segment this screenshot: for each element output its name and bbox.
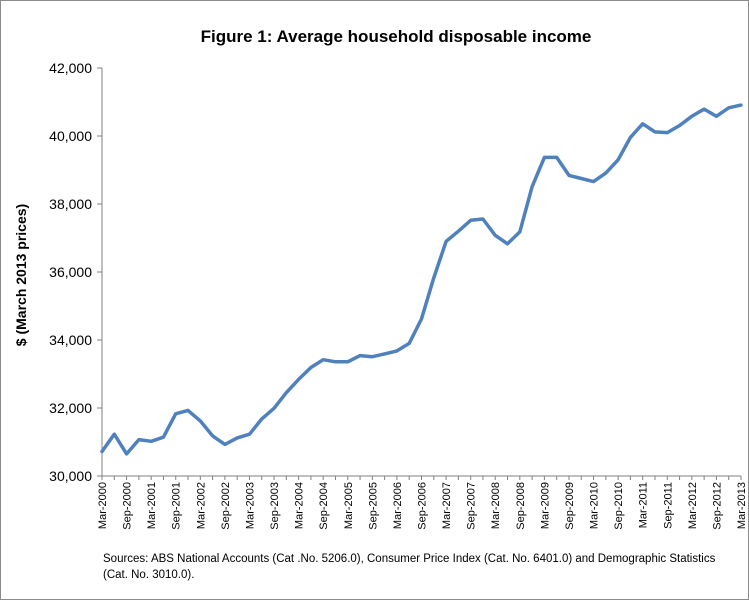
y-tick-label: 38,000: [49, 196, 92, 212]
series-group: [100, 103, 743, 456]
y-tick-labels: 30,000 32,000 34,000 36,000 38,000 40,000 42,0…: [49, 60, 92, 484]
y-tick-label: 30,000: [49, 468, 92, 484]
x-tick-label: Mar-2010: [589, 482, 601, 529]
y-tick-label: 42,000: [49, 60, 92, 76]
x-tick-label: Mar-2002: [195, 482, 207, 529]
x-tick-label: Sep-2008: [515, 482, 527, 530]
x-tick-label: Mar-2008: [490, 482, 502, 529]
x-tick-label: Sep-2000: [122, 482, 134, 530]
x-tick-label: Mar-2004: [294, 482, 306, 529]
x-tick-label: Mar-2003: [244, 482, 256, 529]
x-tick-label: Sep-2003: [269, 482, 281, 530]
x-tick-labels: Mar-2000 Sep-2000 Mar-2001 Sep-2001 Mar-2002…: [97, 482, 748, 530]
x-tick-label: Sep-2006: [417, 482, 429, 530]
x-tick-label: Mar-2000: [97, 482, 109, 529]
x-tick-label: Sep-2002: [220, 482, 232, 530]
series-line: [100, 103, 743, 456]
source-note: Sources: ABS National Accounts (Cat .No.…: [103, 553, 716, 581]
x-tick-label: Sep-2009: [564, 482, 576, 530]
x-tick-label: Sep-2001: [171, 482, 183, 530]
x-tick-label: Mar-2012: [687, 482, 699, 529]
x-tick-label: Mar-2013: [736, 482, 748, 529]
y-tick-label: 34,000: [49, 332, 92, 348]
chart-title: Figure 1: Average household disposable i…: [201, 27, 592, 46]
x-tick-label: Sep-2010: [613, 482, 625, 530]
x-tick-label: Mar-2007: [441, 482, 453, 529]
x-tick-label: Mar-2001: [146, 482, 158, 529]
x-tick-label: Sep-2005: [367, 482, 379, 530]
x-tick-label: Mar-2011: [638, 482, 650, 528]
y-tick-label: 40,000: [49, 128, 92, 144]
x-tick-label: Sep-2011: [662, 482, 674, 529]
y-axis-label: $ (March 2013 prices): [13, 204, 29, 346]
x-tick-label: Sep-2012: [711, 482, 723, 530]
y-tick-label: 32,000: [49, 400, 92, 416]
x-tick-label: Sep-2004: [318, 482, 330, 530]
x-tick-label: Mar-2005: [343, 482, 355, 529]
x-tick-label: Sep-2007: [466, 482, 478, 530]
y-tick-label: 36,000: [49, 264, 92, 280]
x-tick-label: Mar-2009: [539, 482, 551, 529]
axes: [97, 67, 742, 480]
x-tick-label: Mar-2006: [392, 482, 404, 529]
